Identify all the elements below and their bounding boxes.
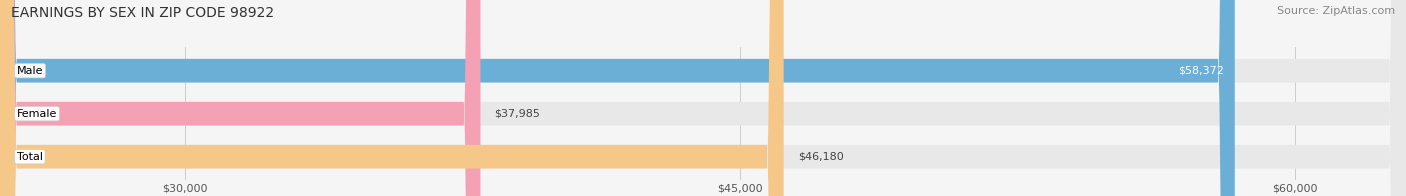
FancyBboxPatch shape bbox=[0, 0, 1234, 196]
Text: $37,985: $37,985 bbox=[495, 109, 540, 119]
Text: Female: Female bbox=[17, 109, 58, 119]
FancyBboxPatch shape bbox=[0, 0, 783, 196]
Text: Source: ZipAtlas.com: Source: ZipAtlas.com bbox=[1277, 6, 1395, 16]
Text: $46,180: $46,180 bbox=[797, 152, 844, 162]
Text: Male: Male bbox=[17, 66, 44, 76]
Text: EARNINGS BY SEX IN ZIP CODE 98922: EARNINGS BY SEX IN ZIP CODE 98922 bbox=[11, 6, 274, 20]
FancyBboxPatch shape bbox=[0, 0, 481, 196]
Text: Total: Total bbox=[17, 152, 42, 162]
Text: $58,372: $58,372 bbox=[1178, 66, 1223, 76]
